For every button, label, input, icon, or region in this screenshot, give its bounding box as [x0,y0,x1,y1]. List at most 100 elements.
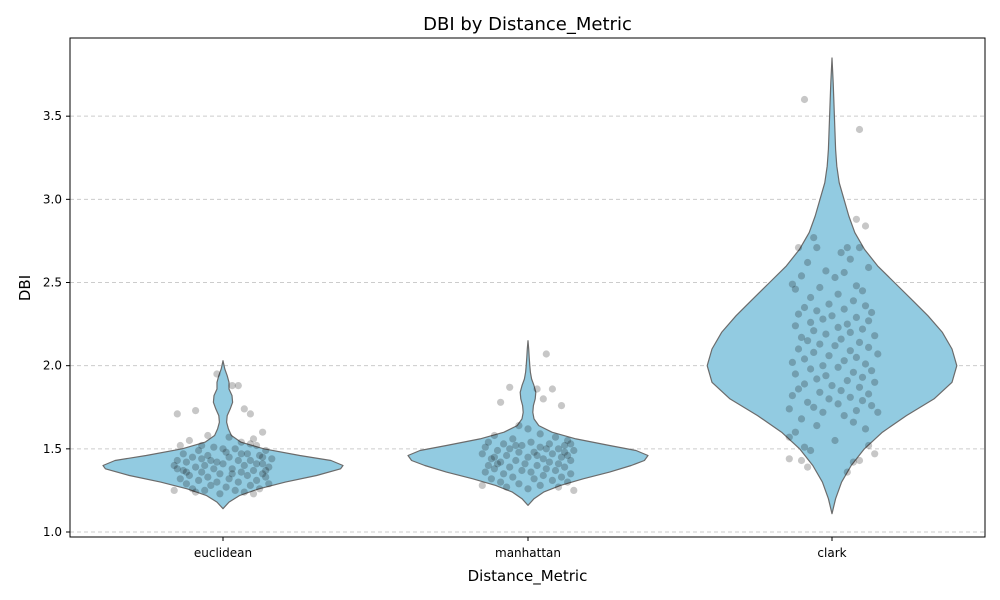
data-point-clark [828,312,836,320]
data-point-manhattan [530,475,538,483]
data-point-euclidean [201,461,209,470]
data-point-manhattan [536,481,544,489]
data-point-clark [785,455,793,463]
data-point-manhattan [539,395,547,403]
data-point-euclidean [262,446,270,455]
data-point-euclidean [179,450,187,458]
data-point-clark [855,125,864,134]
data-point-manhattan [521,460,529,468]
data-point-euclidean [246,410,254,418]
data-point-manhattan [548,450,557,458]
data-point-clark [794,310,803,318]
data-point-clark [813,422,821,430]
data-point-euclidean [185,471,193,480]
data-point-euclidean [192,488,200,496]
data-point-euclidean [188,453,197,461]
data-point-clark [840,412,848,420]
data-point-euclidean [246,456,254,465]
data-point-euclidean [170,461,178,470]
data-point-manhattan [493,446,502,455]
data-point-clark [834,290,842,298]
data-point-euclidean [176,475,184,483]
data-point-manhattan [564,478,572,486]
data-point-manhattan [481,468,489,476]
data-point-euclidean [234,456,242,465]
data-point-clark [865,343,873,351]
data-point-manhattan [524,453,532,461]
data-point-euclidean [195,476,203,484]
data-point-manhattan [542,350,550,358]
data-point-manhattan [512,456,520,465]
data-point-euclidean [246,481,254,489]
data-point-euclidean [228,470,236,478]
data-point-manhattan [524,485,532,493]
data-point-euclidean [216,490,224,498]
data-point-euclidean [234,478,242,486]
data-point-manhattan [551,433,560,441]
data-point-manhattan [570,486,578,494]
data-point-manhattan [484,438,492,446]
data-point-clark [849,368,858,376]
data-point-euclidean [234,382,242,390]
data-point-clark [834,323,842,331]
data-point-euclidean [253,460,261,468]
data-point-clark [819,315,827,323]
y-axis-label: DBI [16,275,34,301]
data-point-manhattan [567,456,575,465]
data-point-clark [797,456,806,465]
data-point-euclidean [262,473,270,481]
data-point-manhattan [542,445,550,453]
data-point-clark [849,418,858,426]
data-point-clark [794,385,803,393]
data-point-euclidean [195,446,203,455]
data-point-manhattan [545,440,554,448]
data-point-manhattan [548,476,557,484]
data-point-clark [855,244,864,252]
data-point-clark [797,415,806,423]
data-point-euclidean [237,450,245,458]
data-point-euclidean [213,458,221,466]
y-tick-label: 2.0 [43,359,62,373]
data-point-euclidean [231,486,239,494]
data-point-euclidean [253,476,261,484]
data-point-euclidean [207,481,215,489]
data-point-clark [843,377,851,385]
data-point-clark [825,352,833,360]
data-point-clark [797,272,806,280]
data-point-clark [800,95,809,104]
data-point-clark [816,388,824,396]
data-point-manhattan [539,471,547,480]
data-point-manhattan [548,385,557,393]
data-point-manhattan [530,448,538,456]
data-point-euclidean [198,441,206,450]
data-point-clark [785,433,793,441]
data-point-euclidean [243,450,251,458]
data-point-manhattan [487,455,495,463]
data-point-manhattan [500,440,508,448]
data-point-clark [788,280,797,288]
data-point-manhattan [509,435,517,443]
data-point-clark [791,322,800,330]
data-point-clark [840,305,848,313]
data-point-euclidean [204,451,212,460]
data-point-euclidean [231,445,239,453]
data-point-euclidean [240,488,248,496]
data-point-clark [791,370,800,378]
data-point-clark [822,330,830,338]
data-point-clark [852,407,861,415]
data-point-clark [810,403,818,411]
data-point-euclidean [237,468,245,476]
violins [102,57,958,515]
data-point-clark [858,397,867,405]
data-point-euclidean [259,428,267,436]
data-point-clark [800,355,809,363]
data-point-euclidean [213,370,221,378]
data-point-clark [837,249,845,257]
data-point-euclidean [237,438,245,446]
data-point-manhattan [481,443,489,451]
data-point-clark [834,400,842,408]
data-point-clark [861,425,870,433]
data-point-manhattan [515,422,523,430]
data-point-clark [807,293,815,302]
data-point-manhattan [542,465,550,473]
